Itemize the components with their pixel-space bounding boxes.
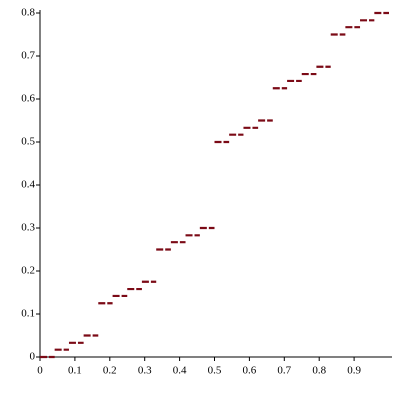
y-tick-label: 0.5: [21, 136, 35, 148]
y-tick-label: 0.2: [21, 265, 35, 277]
x-tick-label: 0.2: [103, 365, 117, 377]
x-tick-label: 0: [37, 365, 43, 377]
x-tick-label: 0.4: [173, 365, 187, 377]
x-tick-label: 0.5: [208, 365, 222, 377]
x-tick-label: 0.3: [138, 365, 152, 377]
y-tick-label: 0.7: [21, 50, 35, 62]
x-tick-label: 0.9: [347, 365, 361, 377]
y-tick-label: 0.1: [21, 308, 35, 320]
x-tick-label: 0.8: [312, 365, 326, 377]
y-tick-label: 0.6: [21, 93, 35, 105]
x-tick-label: 0.7: [277, 365, 291, 377]
x-tick-label: 0.6: [243, 365, 257, 377]
y-tick-label: 0: [30, 351, 36, 363]
y-tick-label: 0.3: [21, 222, 35, 234]
x-tick-label: 0.1: [68, 365, 82, 377]
y-tick-label: 0.4: [21, 179, 35, 191]
y-tick-label: 0.8: [21, 7, 35, 19]
